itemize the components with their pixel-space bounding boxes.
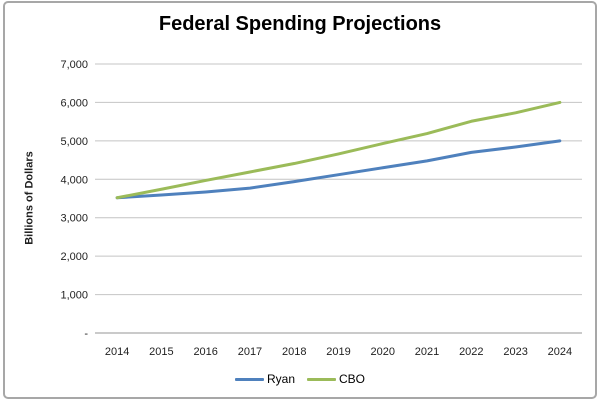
y-tick-label: 7,000: [60, 59, 88, 71]
y-tick-label: 5,000: [60, 136, 88, 148]
y-tick-label: 3,000: [60, 213, 88, 225]
y-tick-label: -: [84, 328, 88, 340]
legend-label-cbo: CBO: [339, 372, 366, 386]
x-tick-label: 2016: [193, 346, 217, 358]
legend-label-ryan: Ryan: [266, 372, 295, 386]
legend-item-cbo: CBO: [307, 372, 365, 386]
series-line-cbo: [115, 100, 562, 200]
x-tick-label: 2019: [326, 346, 350, 358]
series-line-ryan: [115, 139, 562, 200]
x-tick-label: 2020: [371, 346, 395, 358]
y-tick-label: 1,000: [60, 290, 88, 302]
x-tick-label: 2018: [282, 346, 306, 358]
y-tick-label: 4,000: [60, 174, 88, 186]
legend-item-ryan: Ryan: [234, 372, 295, 386]
y-tick-label: 2,000: [60, 251, 88, 263]
x-tick-label: 2014: [105, 346, 129, 358]
x-tick-label: 2015: [149, 346, 173, 358]
x-tick-label: 2022: [459, 346, 483, 358]
y-axis-title: Billions of Dollars: [23, 151, 36, 245]
legend: Ryan CBO: [0, 371, 600, 387]
x-tick-label: 2017: [238, 346, 262, 358]
ryan-line-swatch: [234, 377, 264, 381]
y-tick-label: 6,000: [60, 97, 88, 109]
x-tick-label: 2021: [415, 346, 439, 358]
cbo-line-swatch: [307, 377, 336, 381]
x-tick-label: 2024: [548, 346, 572, 358]
chart-title: Federal Spending Projections: [158, 13, 442, 35]
x-tick-label: 2023: [503, 346, 527, 358]
